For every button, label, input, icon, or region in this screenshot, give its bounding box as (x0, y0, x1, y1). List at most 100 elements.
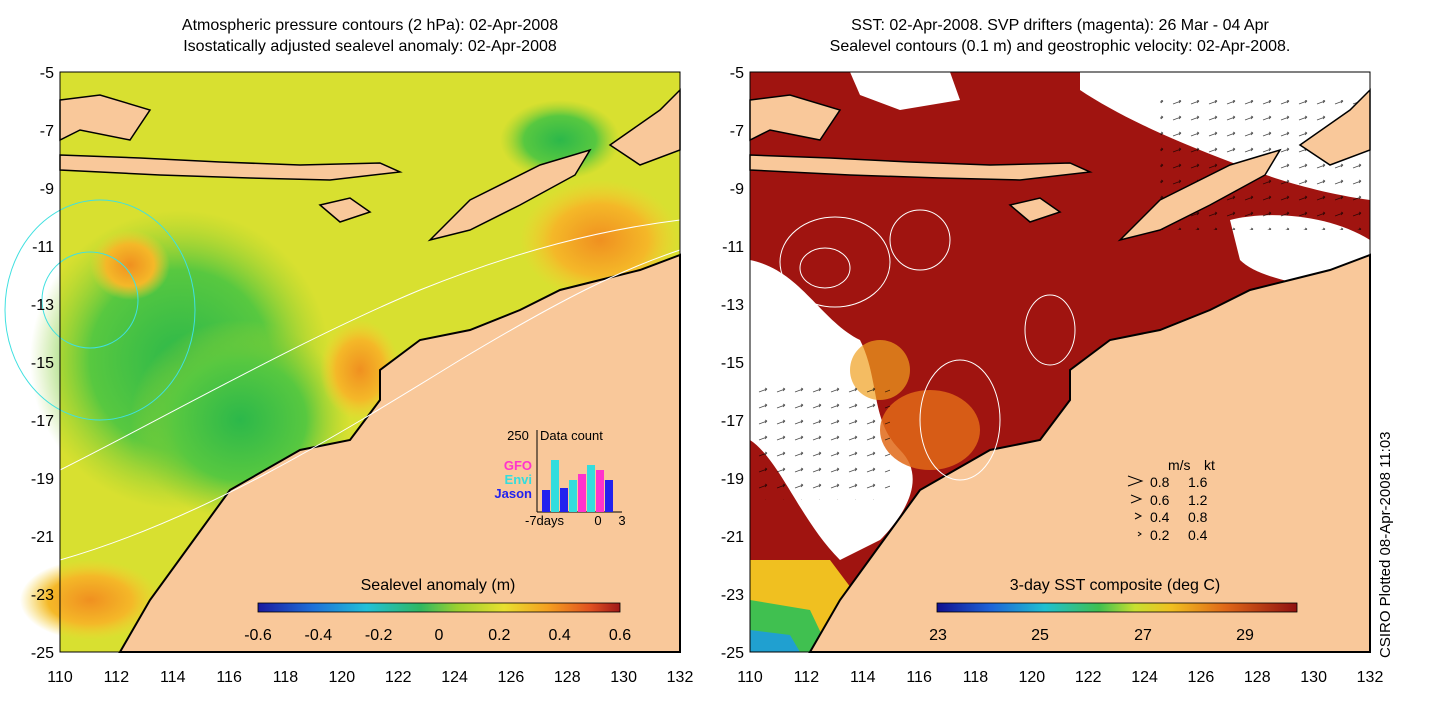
y-axis-tick-label: -13 (31, 297, 54, 314)
velocity-legend-kt: 1.6 (1188, 474, 1208, 490)
y-axis-tick-label: -11 (722, 239, 744, 256)
x-axis-tick-label: 124 (441, 669, 468, 686)
inset-bar (587, 465, 595, 512)
inset-x-label: 3 (618, 513, 625, 528)
right-map-title: SST: 02-Apr-2008. SVP drifters (magenta)… (750, 15, 1370, 57)
velocity-arrow-0-6 (1130, 494, 1143, 504)
y-axis-tick-label: -17 (721, 413, 744, 430)
x-axis-tick-label: 116 (216, 669, 242, 686)
x-axis-tick-label: 116 (906, 669, 932, 686)
x-axis-tick-label: 112 (794, 669, 820, 686)
sst-colorbar-ticks: 23 25 27 29 (929, 627, 1254, 644)
sealevel-contour (1024, 294, 1076, 366)
inset-x-label: 0 (594, 513, 601, 528)
sla-colorbar-tick: 0.6 (609, 627, 631, 644)
sst-colorbar (936, 602, 1298, 613)
velocity-arrow-0-4 (1134, 512, 1143, 520)
x-axis-tick-label: 132 (667, 669, 694, 686)
x-axis-tick-label: 122 (1075, 669, 1102, 686)
inset-bar (542, 490, 550, 512)
left-title-line1: Atmospheric pressure contours (2 hPa): 0… (181, 17, 559, 34)
y-axis-tick-label: -23 (31, 587, 54, 604)
sla-colorbar (257, 602, 621, 613)
sealevel-contour (919, 359, 1001, 481)
inset-bar (560, 488, 568, 512)
sst-colorbar-tick: 23 (929, 627, 947, 644)
right-title-line2: Sealevel contours (0.1 m) and geostrophi… (829, 38, 1291, 55)
velocity-legend-kt: 0.4 (1188, 527, 1208, 543)
right-map-frame (749, 71, 1371, 653)
y-axis-tick-label: -21 (31, 529, 54, 546)
inset-legend-gfo: GFO (504, 458, 532, 473)
velocity-legend-kt-header: kt (1204, 457, 1215, 473)
warm-sst-patch (880, 390, 980, 470)
x-axis-tick-label: 120 (1018, 669, 1045, 686)
plot-credit: CSIRO Plotted 08-Apr-2008 11:03 (1377, 380, 1397, 658)
sumba-island (318, 197, 372, 223)
y-axis-tick-label: -25 (721, 645, 744, 662)
sst-colorbar-tick: 27 (1134, 627, 1152, 644)
x-axis-tick-label: 126 (1188, 669, 1215, 686)
lesser-sunda-islands (749, 154, 1093, 181)
velocity-legend-ms: 0.8 (1150, 474, 1170, 490)
x-axis-tick-label: 114 (160, 669, 186, 686)
axis-labels: 110 112 114 116 118 120 122 124 126 128 130 132 -5 -7… (31, 65, 1384, 686)
x-axis-tick-label: 122 (385, 669, 412, 686)
velocity-vectors (750, 380, 890, 500)
sealevel-contour (889, 209, 951, 271)
sst-colorbar-tick: 25 (1031, 627, 1049, 644)
inset-bar (605, 480, 613, 512)
sla-colorbar-tick: -0.6 (244, 627, 272, 644)
plot-credit-text: CSIRO Plotted 08-Apr-2008 11:03 (1377, 431, 1394, 658)
inset-bar (569, 480, 577, 512)
inset-axis-max: 250 (507, 428, 529, 443)
velocity-legend-ms: 0.2 (1150, 527, 1170, 543)
positive-anomaly-region (90, 230, 170, 300)
x-axis-tick-label: 124 (1131, 669, 1158, 686)
x-axis-tick-label: 114 (850, 669, 876, 686)
velocity-legend-kt: 0.8 (1188, 509, 1208, 525)
sla-colorbar-ticks: -0.6 -0.4 -0.2 0 0.2 0.4 0.6 (244, 627, 631, 644)
y-axis-tick-label: -23 (721, 587, 744, 604)
sla-colorbar-tick: -0.4 (305, 627, 333, 644)
y-axis-tick-label: -9 (40, 181, 54, 198)
y-axis-tick-label: -13 (721, 297, 744, 314)
data-count-inset: 250 Data count GFO Envi Jason -7days 0 3 (494, 428, 625, 528)
left-map-title: Atmospheric pressure contours (2 hPa): 0… (60, 15, 680, 57)
left-map: 250 Data count GFO Envi Jason -7days 0 3… (4, 71, 681, 653)
velocity-legend-ms-header: m/s (1168, 457, 1191, 473)
y-axis-tick-label: -21 (721, 529, 744, 546)
inset-title: Data count (540, 428, 603, 443)
lesser-sunda-islands (59, 154, 403, 181)
inset-bar (578, 474, 586, 512)
x-axis-tick-label: 126 (498, 669, 525, 686)
inset-legend-jason: Jason (494, 486, 532, 501)
y-axis-tick-label: -19 (31, 471, 54, 488)
velocity-arrow-0-8 (1127, 475, 1144, 487)
velocity-legend-kt: 1.2 (1188, 492, 1208, 508)
y-axis-tick-label: -15 (721, 355, 744, 372)
sla-colorbar-tick: 0.4 (549, 627, 571, 644)
x-axis-tick-label: 118 (273, 669, 299, 686)
pressure-contour (59, 219, 681, 471)
cool-sst-region (750, 630, 800, 652)
y-axis-tick-label: -19 (721, 471, 744, 488)
velocity-legend-ms: 0.6 (1150, 492, 1170, 508)
x-axis-tick-label: 110 (47, 669, 73, 686)
y-axis-tick-label: -15 (31, 355, 54, 372)
right-title-line1: SST: 02-Apr-2008. SVP drifters (magenta)… (851, 17, 1269, 34)
x-axis-tick-label: 128 (1244, 669, 1271, 686)
left-title-line2: Isostatically adjusted sealevel anomaly:… (183, 38, 557, 55)
x-axis-tick-label: 130 (610, 669, 637, 686)
velocity-arrow-0-2 (1137, 531, 1142, 537)
y-axis-tick-label: -5 (40, 65, 54, 82)
x-axis-tick-label: 118 (963, 669, 989, 686)
australia-landmass (808, 253, 1371, 653)
pressure-low-contour (4, 199, 196, 421)
y-axis-tick-label: -7 (730, 123, 744, 140)
timor-island (427, 148, 592, 242)
sla-colorbar-label: Sealevel anomaly (m) (361, 577, 516, 594)
pressure-contour (59, 249, 681, 561)
inset-x-label: -7days (525, 513, 565, 528)
